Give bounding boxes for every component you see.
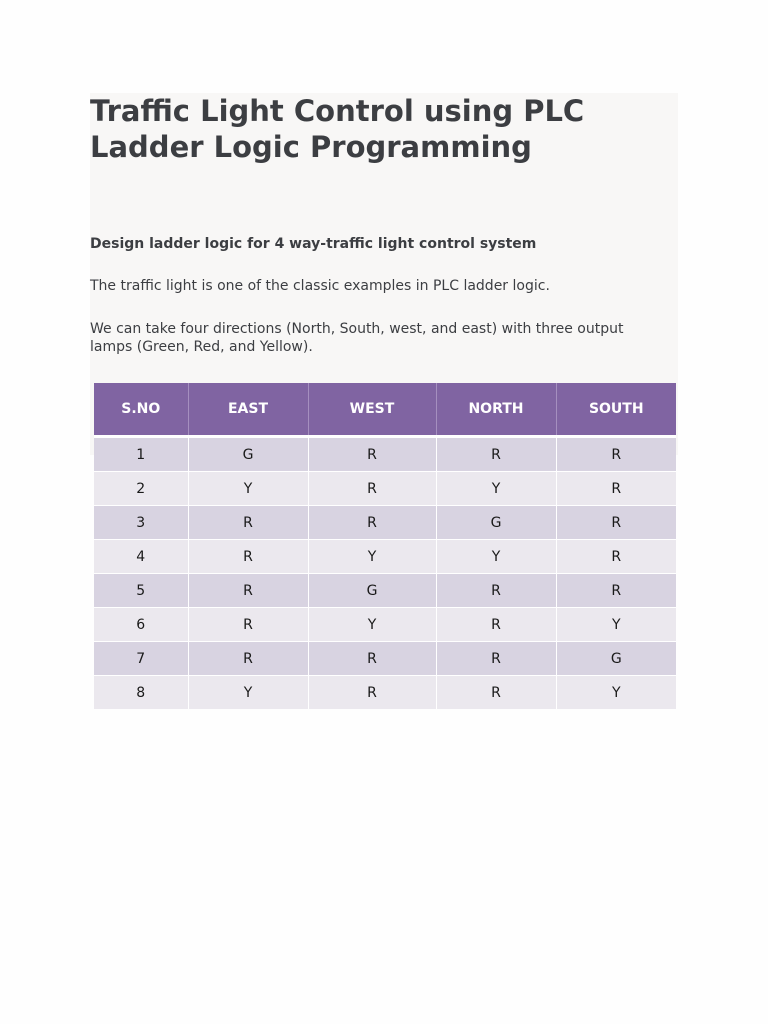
cell-west: R: [307, 675, 436, 709]
header-east: EAST: [187, 383, 308, 438]
cell-south: R: [555, 471, 676, 506]
cell-north: Y: [435, 471, 556, 506]
cell-east: R: [187, 573, 308, 608]
cell-west: Y: [307, 539, 436, 574]
cell-east: R: [187, 607, 308, 642]
table-row: 1 G R R R: [94, 436, 676, 472]
traffic-light-table: S.NO EAST WEST NORTH SOUTH 1 G R R R 2 Y…: [94, 383, 676, 709]
cell-south: Y: [555, 607, 676, 642]
cell-south: Y: [555, 675, 676, 709]
cell-north: R: [435, 607, 556, 642]
cell-north: R: [435, 573, 556, 608]
cell-east: R: [187, 641, 308, 676]
cell-north: G: [435, 505, 556, 540]
cell-sno: 7: [94, 641, 188, 676]
table-header-row: S.NO EAST WEST NORTH SOUTH: [94, 383, 676, 438]
table-row: 5 R G R R: [94, 573, 676, 608]
table-row: 3 R R G R: [94, 505, 676, 540]
intro-paragraph: The traffic light is one of the classic …: [90, 278, 550, 294]
cell-west: R: [307, 471, 436, 506]
cell-north: R: [435, 641, 556, 676]
table-row: 2 Y R Y R: [94, 471, 676, 506]
cell-south: G: [555, 641, 676, 676]
page-title: Traffic Light Control using PLC Ladder L…: [90, 94, 585, 164]
cell-south: R: [555, 436, 676, 472]
cell-east: Y: [187, 471, 308, 506]
cell-west: R: [307, 505, 436, 540]
cell-east: R: [187, 539, 308, 574]
cell-south: R: [555, 573, 676, 608]
cell-sno: 1: [94, 436, 188, 472]
cell-sno: 4: [94, 539, 188, 574]
cell-east: Y: [187, 675, 308, 709]
cell-west: G: [307, 573, 436, 608]
cell-sno: 3: [94, 505, 188, 540]
cell-north: R: [435, 675, 556, 709]
section-subtitle: Design ladder logic for 4 way-traffic li…: [90, 236, 537, 252]
cell-east: R: [187, 505, 308, 540]
article-body: Design ladder logic for 4 way-traffic li…: [90, 165, 678, 455]
cell-east: G: [187, 436, 308, 472]
directions-paragraph: We can take four directions (North, Sout…: [90, 321, 624, 355]
header-south: SOUTH: [555, 383, 676, 438]
cell-sno: 8: [94, 675, 188, 709]
cell-south: R: [555, 539, 676, 574]
cell-south: R: [555, 505, 676, 540]
table-row: 4 R Y Y R: [94, 539, 676, 574]
cell-west: Y: [307, 607, 436, 642]
cell-sno: 5: [94, 573, 188, 608]
cell-north: R: [435, 436, 556, 472]
cell-west: R: [307, 436, 436, 472]
cell-north: Y: [435, 539, 556, 574]
cell-sno: 2: [94, 471, 188, 506]
table-row: 8 Y R R Y: [94, 675, 676, 709]
table-row: 7 R R R G: [94, 641, 676, 676]
cell-west: R: [307, 641, 436, 676]
header-sno: S.NO: [94, 383, 188, 438]
header-west: WEST: [307, 383, 436, 438]
header-north: NORTH: [435, 383, 556, 438]
cell-sno: 6: [94, 607, 188, 642]
table-row: 6 R Y R Y: [94, 607, 676, 642]
